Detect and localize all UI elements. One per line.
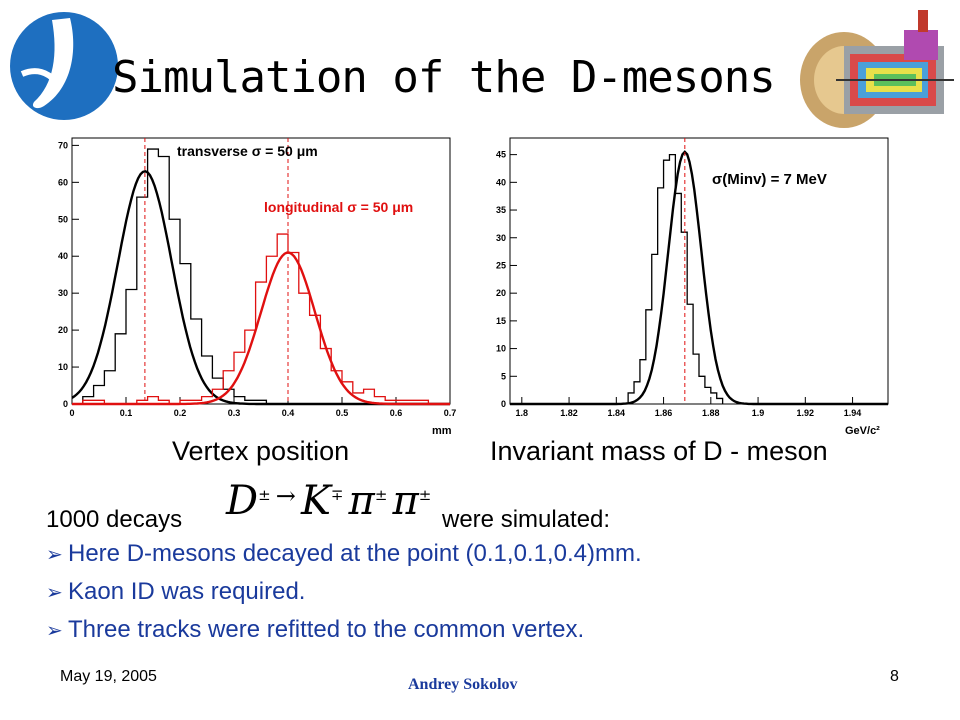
y-tick-label: 40 [496,177,506,187]
y-tick-label: 15 [496,316,506,326]
y-tick-label: 0 [501,399,506,409]
plot-frame [71,137,451,405]
y-tick-label: 20 [58,325,68,335]
histogram-series-0 [627,153,724,404]
arrow-bullet-icon: ➢ [46,620,63,642]
histogram-series-0 [82,148,321,405]
plot-frame [509,137,889,405]
y-tick-label: 20 [496,288,506,298]
y-tick-label: 60 [58,177,68,187]
x-tick-label: 0.1 [120,408,133,418]
legend-longitudinal: longitudinal σ = 50 μm [264,199,413,215]
bullet-3-text: Three tracks were refitted to the common… [68,616,585,643]
bullet-1-text: Here D-mesons decayed at the point (0.1,… [68,540,642,567]
y-tick-label: 30 [58,288,68,298]
x-tick-label: 0.2 [174,408,187,418]
y-tick-label: 40 [58,251,68,261]
institute-logo-icon [10,12,118,120]
formula-sign-k: ∓ [330,485,344,504]
footer-date: May 19, 2005 [60,668,157,685]
y-tick-label: 50 [58,214,68,224]
formula-sign-d: ± [258,485,271,504]
mass-plot-area: 1.8 1.82 1.84 1.86 1.88 1.9 1.92 1.94 0 5 10 15 20 25… [496,137,889,418]
footer-page-number: 8 [890,668,899,685]
bullet-1: ➢ Here D-mesons decayed at the point (0.1… [46,540,642,568]
footer-author: Andrey Sokolov [408,676,518,693]
formula-k: K [300,478,331,524]
bullet-2: ➢ Kaon ID was required. [46,578,305,606]
y-tick-label: 25 [496,260,506,270]
gaussian-fit-1 [72,251,450,406]
formula-arrow: → [275,482,296,510]
vertex-plot-area: 0 0.1 0.2 0.3 0.4 0.5 0.6 0.7 0 10 20 30 40 50 60 70 [58,137,457,418]
x-tick-label: 0 [69,408,74,418]
y-tick-label: 0 [63,399,68,409]
formula-d: D [226,478,259,524]
x-tick-label: 0.5 [336,408,349,418]
slide-title: Simulation of the D-mesons [112,52,776,103]
invariant-mass-histogram: 1.8 1.82 1.84 1.86 1.88 1.9 1.92 1.94 0 5 10 15 20 25… [496,137,889,437]
formula-sign-pi-2: ± [418,485,432,504]
detector-cutaway-icon [800,10,954,128]
gaussian-fit-0 [510,150,888,406]
intro-text: 1000 decays [46,506,183,533]
x-tick-label: 1.92 [797,408,815,418]
sigma-annotation: σ(Minv) = 7 MeV [712,171,827,188]
y-tick-label: 70 [58,140,68,150]
arrow-bullet-icon: ➢ [46,582,63,604]
x-tick-label: 1.9 [752,408,765,418]
x-tick-label: 1.84 [608,408,626,418]
y-tick-label: 35 [496,205,506,215]
y-tick-label: 45 [496,150,506,160]
bullet-2-text: Kaon ID was required. [68,578,306,605]
legend-transverse: transverse σ = 50 μm [177,143,318,159]
vertex-position-histogram: 0 0.1 0.2 0.3 0.4 0.5 0.6 0.7 0 10 20 30 40 50 60 70 tr… [58,137,457,437]
x-tick-label: 0.7 [444,408,457,418]
y-tick-label: 10 [58,362,68,372]
y-tick-label: 5 [501,371,506,381]
x-tick-label: 0.4 [282,408,295,418]
formula-pi-2: π [392,478,419,524]
formula-pi-1: π [348,478,375,524]
caption-vertex-position: Vertex position [172,436,350,466]
histogram-series-1 [82,233,450,405]
arrow-bullet-icon: ➢ [46,544,63,566]
formula-sign-pi-1: ± [374,485,388,504]
bullet-3: ➢ Three tracks were refitted to the commo… [46,616,584,644]
x-tick-label: 0.3 [228,408,241,418]
y-tick-label: 30 [496,233,506,243]
y-tick-label: 10 [496,344,506,354]
x-tick-label: 1.86 [655,408,673,418]
x-tick-label: 1.94 [844,408,862,418]
x-tick-label: 1.82 [560,408,578,418]
x-tick-label: 1.88 [702,408,720,418]
x-tick-label: 1.8 [516,408,529,418]
x-tick-label: 0.6 [390,408,403,418]
x-axis-label: GeV/c² [845,425,880,437]
intro-text-end: were simulated: [442,506,611,533]
decay-formula: D± → K∓ π± π± [226,478,431,524]
x-axis-label: mm [432,425,452,437]
caption-invariant-mass: Invariant mass of D - meson [490,436,828,466]
